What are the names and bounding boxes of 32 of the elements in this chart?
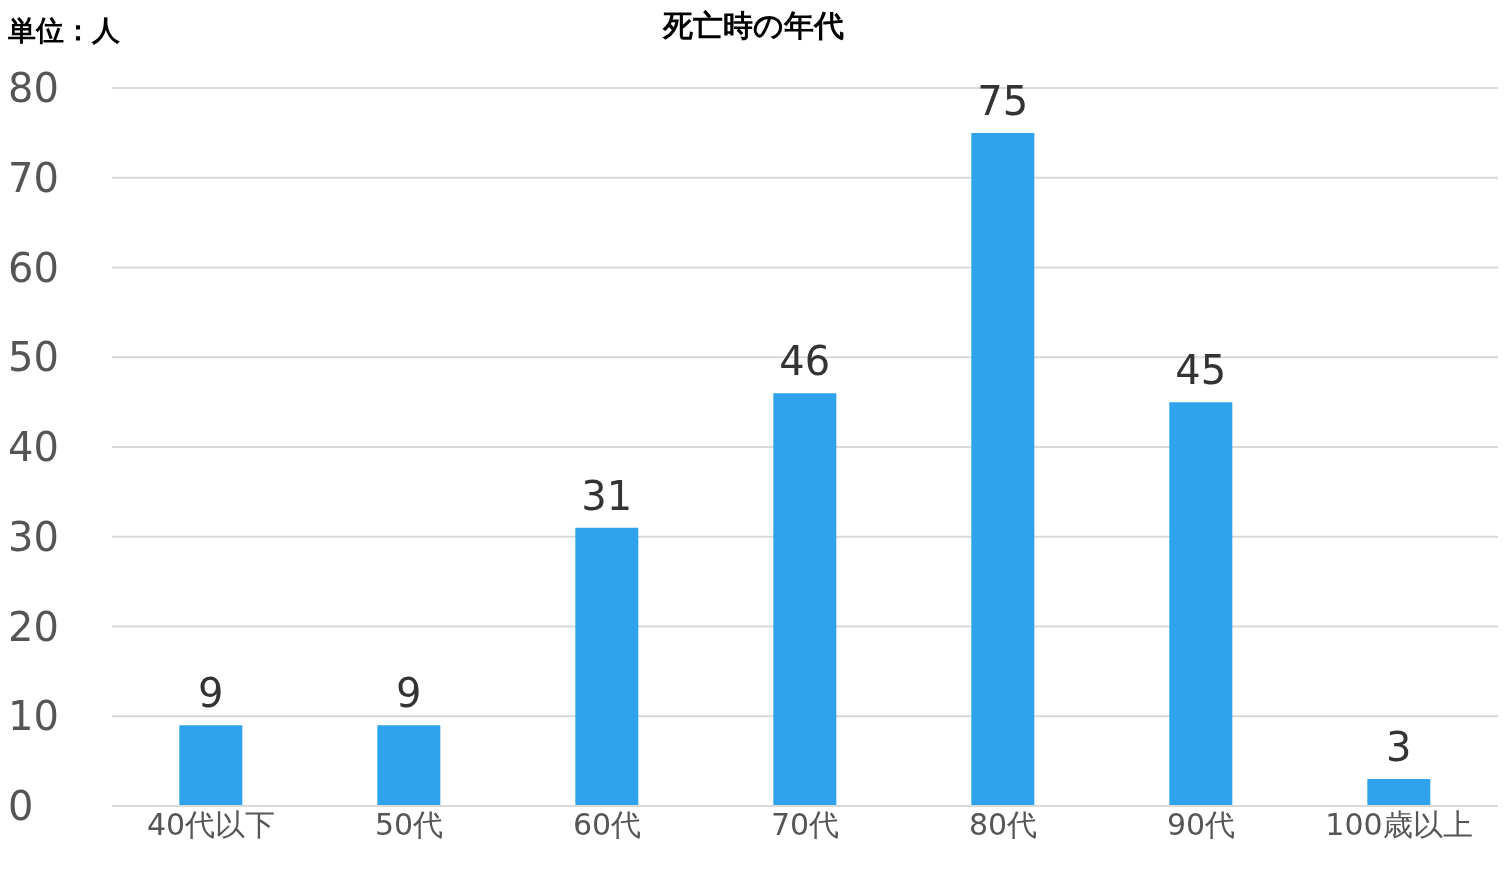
x-tick-label: 100歳以上 — [1325, 807, 1473, 843]
bar — [773, 393, 837, 806]
x-tick-label: 80代 — [968, 807, 1038, 843]
y-axis-title: 単位：人 — [8, 13, 120, 49]
x-tick-label: 50代 — [374, 807, 444, 843]
bar — [1367, 779, 1431, 806]
x-tick-label: 70代 — [770, 807, 840, 843]
bar — [971, 132, 1035, 806]
bar — [1169, 402, 1233, 806]
chart-title: 死亡時の年代 — [662, 8, 844, 43]
data-label: 46 — [779, 338, 831, 385]
x-tick-label: 90代 — [1166, 807, 1236, 843]
y-tick-label: 60 — [8, 244, 59, 291]
bar — [377, 725, 441, 806]
data-label: 31 — [581, 472, 633, 519]
data-label: 3 — [1386, 724, 1412, 771]
data-label: 75 — [977, 77, 1029, 124]
y-tick-label: 40 — [8, 424, 59, 471]
y-tick-label: 50 — [8, 334, 59, 381]
data-label: 9 — [396, 670, 422, 717]
y-tick-label: 0 — [8, 783, 34, 830]
data-label: 45 — [1175, 347, 1227, 394]
y-tick-label: 80 — [8, 65, 59, 112]
x-tick-label: 40代以下 — [146, 807, 276, 843]
data-label: 9 — [198, 670, 224, 717]
bar — [179, 725, 243, 806]
y-tick-label: 30 — [8, 513, 59, 560]
y-tick-label: 70 — [8, 154, 59, 201]
x-tick-label: 60代 — [572, 807, 642, 843]
y-tick-label: 20 — [8, 603, 59, 650]
y-tick-label: 10 — [8, 693, 59, 740]
bar — [575, 527, 639, 806]
